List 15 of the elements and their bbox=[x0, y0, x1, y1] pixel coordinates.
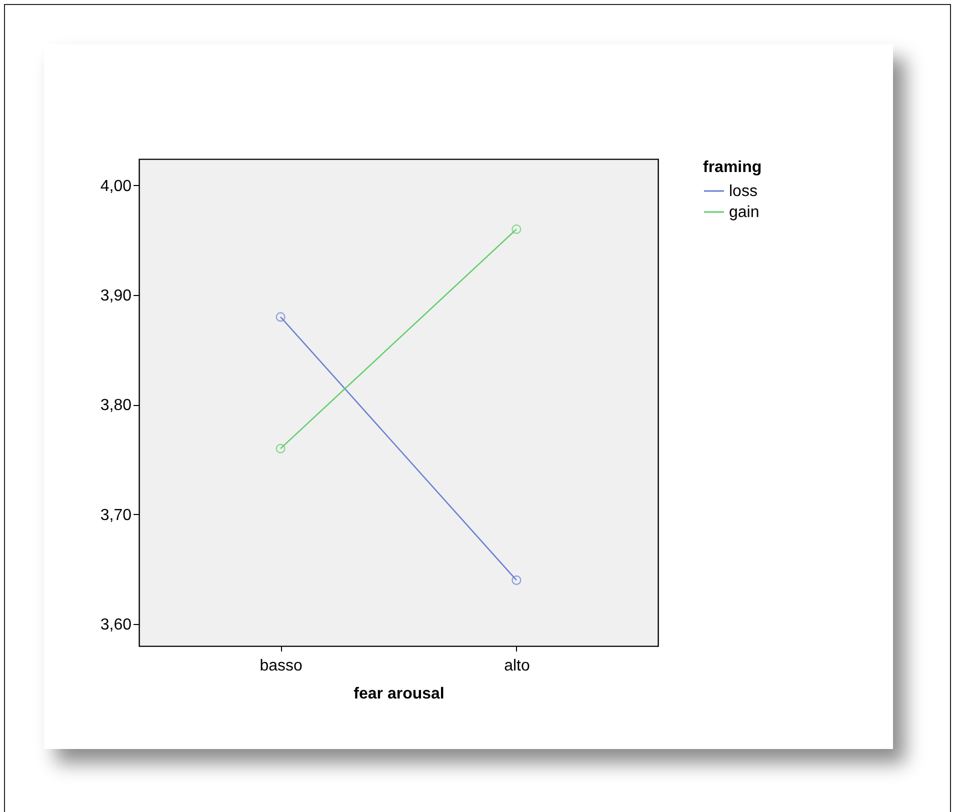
y-tick-label: 3,70 bbox=[100, 506, 132, 524]
point bbox=[512, 224, 522, 234]
legend-label: gain bbox=[729, 204, 760, 221]
x-tick-label: basso bbox=[260, 658, 302, 674]
y-tick-label: 3,90 bbox=[100, 288, 132, 305]
legend-title: framing bbox=[703, 159, 762, 176]
x-tick-label: alto bbox=[504, 658, 530, 674]
legend-label: loss bbox=[729, 183, 758, 200]
y-tick-label: 3,80 bbox=[100, 397, 132, 414]
y-tick-label: 4,00 bbox=[100, 178, 132, 195]
x-axis-title: fear arousal bbox=[354, 686, 444, 702]
point bbox=[276, 444, 286, 454]
point bbox=[276, 312, 286, 322]
y-tick-label: 3,60 bbox=[100, 616, 132, 634]
point bbox=[512, 575, 522, 585]
